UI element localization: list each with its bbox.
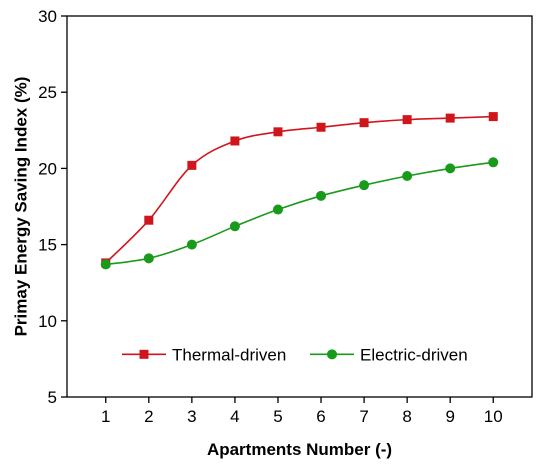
legend-label: Thermal-driven [172,345,286,364]
plot-area [66,15,533,398]
legend: Thermal-driven Electric-driven [122,345,468,364]
data-point [359,180,370,191]
data-point [100,259,111,270]
data-point [402,171,413,182]
data-point [273,127,283,137]
series-line [105,115,494,264]
x-tick-label: 4 [230,407,239,426]
x-tick-label: 3 [187,407,196,426]
legend-label: Electric-driven [360,345,468,364]
x-tick-label: 6 [316,407,325,426]
data-point [402,115,412,125]
legend-marker [139,349,149,359]
y-axis-title: Primay Energy Saving Index (%) [11,77,30,337]
x-tick-label: 9 [445,407,454,426]
data-point [143,253,154,264]
series-line [105,161,494,266]
y-tick-label: 10 [38,312,57,331]
y-tick-label: 25 [38,83,57,102]
y-axis: 5 10 15 20 25 30 [38,7,67,407]
data-point [186,239,197,250]
legend-entry: Thermal-driven [122,345,286,364]
data-point [229,221,240,232]
data-point [230,136,240,146]
data-point [316,122,326,132]
data-point [445,113,455,123]
x-tick-label: 8 [402,407,411,426]
x-tick-label: 7 [359,407,368,426]
x-tick-label: 5 [273,407,282,426]
x-tick-label: 2 [144,407,153,426]
plot-border [66,15,533,398]
y-tick-label: 20 [38,159,57,178]
y-tick-label: 15 [38,236,57,255]
series-thermal-driven [101,112,498,268]
series-electric-driven [100,157,499,270]
data-point [316,190,327,201]
x-tick-label: 10 [484,407,503,426]
legend-entry: Electric-driven [310,345,468,364]
data-point [187,160,197,170]
y-tick-label: 30 [38,7,57,26]
data-point [359,118,369,128]
x-axis-title: Apartments Number (-) [207,440,392,459]
legend-marker [327,349,337,360]
data-point [144,215,154,225]
y-tick-label: 5 [48,388,57,407]
x-tick-label: 1 [101,407,110,426]
data-point [272,204,283,215]
data-point [488,112,498,122]
x-axis: 1 2 3 4 5 6 7 8 9 10 [101,397,503,426]
data-point [488,157,499,168]
data-point [445,163,456,174]
series-layer [100,112,499,270]
